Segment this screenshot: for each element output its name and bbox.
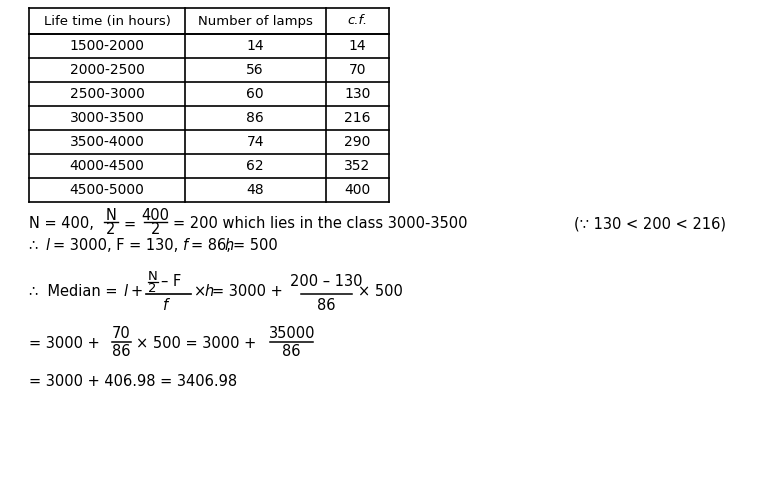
Text: 400: 400 — [142, 209, 169, 223]
Text: 2: 2 — [149, 282, 157, 294]
Text: N: N — [148, 270, 158, 283]
Text: h: h — [204, 284, 213, 299]
Text: ∴  Median =: ∴ Median = — [29, 284, 118, 299]
Text: 86: 86 — [112, 345, 131, 359]
Text: 1500-2000: 1500-2000 — [70, 39, 144, 53]
Text: = 500: = 500 — [233, 238, 278, 254]
Text: × 500 = 3000 +: × 500 = 3000 + — [136, 337, 257, 351]
Text: 3500-4000: 3500-4000 — [70, 135, 144, 149]
Text: = 86,: = 86, — [191, 238, 231, 254]
Text: l: l — [124, 284, 128, 299]
Text: = 3000 + 406.98 = 3406.98: = 3000 + 406.98 = 3406.98 — [29, 374, 238, 390]
Text: ∴: ∴ — [29, 238, 43, 254]
Text: 86: 86 — [282, 345, 301, 359]
Text: 74: 74 — [247, 135, 264, 149]
Text: 60: 60 — [247, 87, 264, 101]
Text: 130: 130 — [344, 87, 370, 101]
Text: 86: 86 — [247, 111, 264, 125]
Text: 352: 352 — [344, 159, 370, 173]
Text: × 500: × 500 — [357, 284, 403, 299]
Text: 290: 290 — [344, 135, 370, 149]
Text: 4000-4500: 4000-4500 — [70, 159, 144, 173]
Text: 2: 2 — [106, 222, 115, 237]
Text: ×: × — [194, 284, 206, 299]
Text: N: N — [106, 209, 116, 223]
Text: 62: 62 — [247, 159, 264, 173]
Text: =: = — [124, 217, 136, 231]
Text: 2: 2 — [151, 222, 160, 237]
Text: = 200 which lies in the class 3000-3500: = 200 which lies in the class 3000-3500 — [173, 217, 468, 231]
Text: 400: 400 — [344, 183, 370, 197]
Text: 200 – 130: 200 – 130 — [291, 274, 363, 288]
Text: Life time (in hours): Life time (in hours) — [43, 15, 170, 28]
Text: Number of lamps: Number of lamps — [198, 15, 313, 28]
Text: 35000: 35000 — [269, 327, 315, 342]
Text: 4500-5000: 4500-5000 — [70, 183, 144, 197]
Text: 2000-2500: 2000-2500 — [70, 63, 144, 77]
Text: 216: 216 — [344, 111, 370, 125]
Text: 3000-3500: 3000-3500 — [70, 111, 144, 125]
Text: 86: 86 — [317, 298, 336, 313]
Text: h: h — [225, 238, 234, 254]
Text: = 3000, F = 130,: = 3000, F = 130, — [52, 238, 178, 254]
Text: +: + — [131, 284, 143, 299]
Text: 70: 70 — [348, 63, 366, 77]
Text: 2500-3000: 2500-3000 — [70, 87, 144, 101]
Text: = 3000 +: = 3000 + — [29, 337, 100, 351]
Text: f: f — [162, 298, 168, 313]
Text: f: f — [183, 238, 188, 254]
Text: (∵ 130 < 200 < 216): (∵ 130 < 200 < 216) — [574, 217, 726, 231]
Text: 14: 14 — [348, 39, 366, 53]
Text: N = 400,: N = 400, — [29, 217, 94, 231]
Text: – F: – F — [162, 275, 181, 289]
Text: l: l — [46, 238, 50, 254]
Text: = 3000 +: = 3000 + — [212, 284, 282, 299]
Text: c.f.: c.f. — [348, 15, 367, 28]
Text: 56: 56 — [247, 63, 264, 77]
Text: 70: 70 — [112, 327, 131, 342]
Text: 48: 48 — [247, 183, 264, 197]
Text: 14: 14 — [247, 39, 264, 53]
